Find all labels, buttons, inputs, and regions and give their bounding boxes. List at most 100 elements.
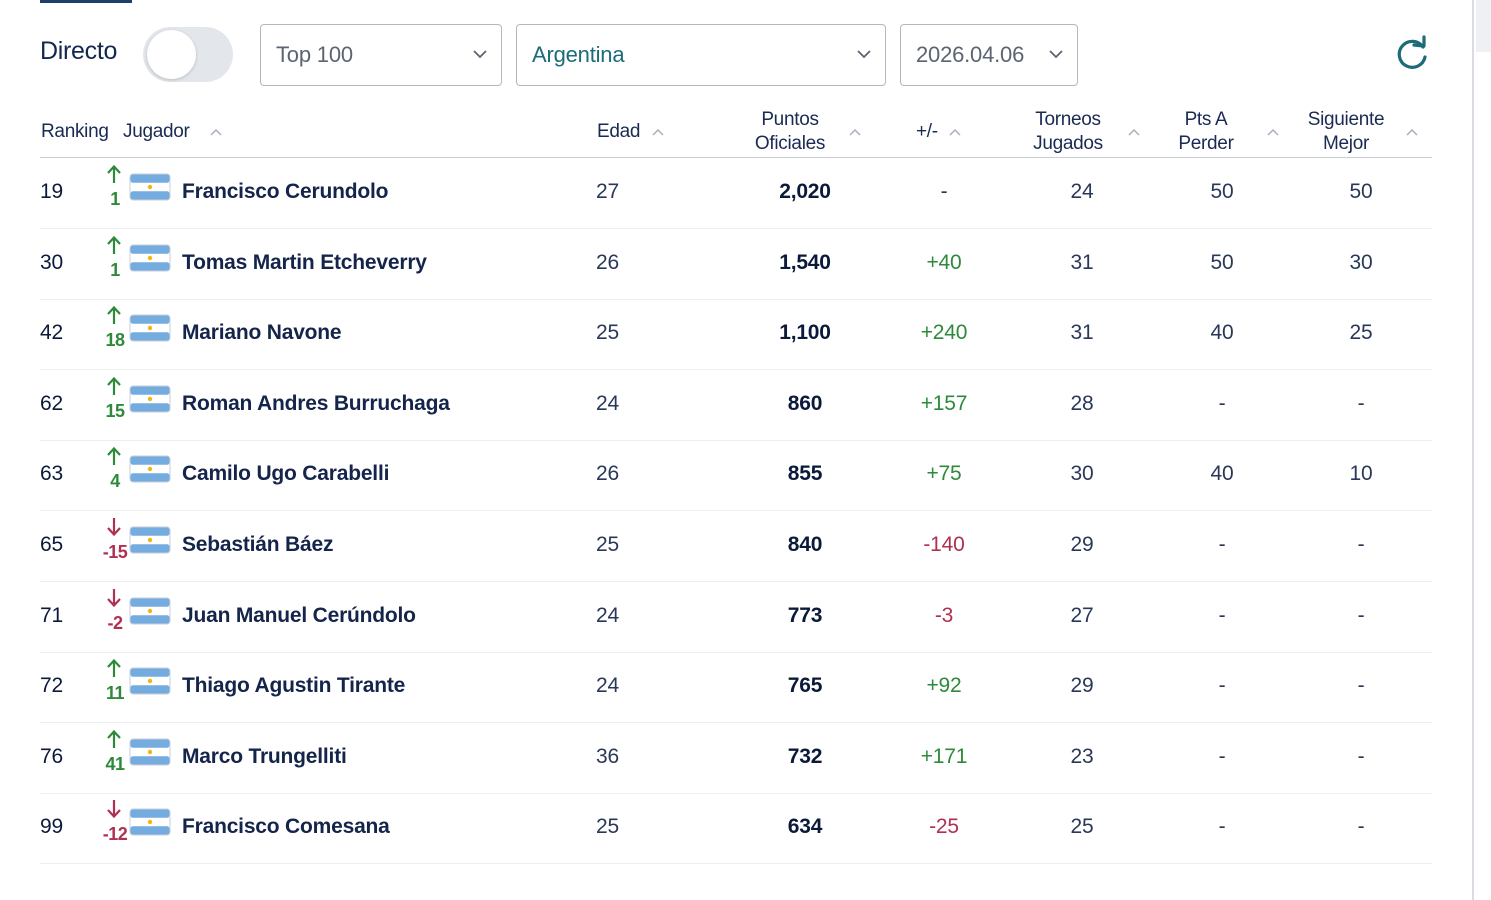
tournaments-played: 31 <box>1070 251 1094 274</box>
movement: 1 <box>98 235 132 295</box>
rank: 72 <box>40 674 63 697</box>
sort-arrow-icon[interactable] <box>210 128 222 136</box>
date-select[interactable]: 2026.04.06 <box>900 24 1078 86</box>
arrow-up-icon <box>107 446 121 465</box>
rank: 71 <box>40 604 63 627</box>
player-name[interactable]: Camilo Ugo Carabelli <box>182 462 390 485</box>
age: 36 <box>596 745 619 768</box>
refresh-icon[interactable] <box>1392 35 1432 75</box>
table-row[interactable]: 63 4 Camilo Ugo Carabelli 26 855 +75 30 … <box>40 440 1432 511</box>
age: 25 <box>596 533 619 556</box>
table-row[interactable]: 30 1 Tomas Martin Etcheverry 26 1,540 +4… <box>40 229 1432 300</box>
player-name[interactable]: Mariano Navone <box>182 321 342 344</box>
rank-change: -15 <box>102 542 128 562</box>
table-row[interactable]: 72 11 Thiago Agustin Tirante 24 765 +92 … <box>40 652 1432 723</box>
player-name[interactable]: Francisco Comesana <box>182 815 390 838</box>
player-name[interactable]: Tomas Martin Etcheverry <box>182 251 427 274</box>
next-best: 10 <box>1349 462 1373 485</box>
points-diff: - <box>940 180 948 203</box>
points-to-drop: - <box>1218 604 1226 627</box>
rank-change: 1 <box>110 260 120 280</box>
rank-change: -12 <box>102 824 128 844</box>
arrow-up-icon <box>107 305 121 324</box>
argentina-flag-icon <box>129 314 171 342</box>
table-row[interactable]: 99 -12 Francisco Comesana 25 634 -25 25 … <box>40 793 1432 864</box>
next-best: - <box>1357 533 1365 556</box>
sort-arrow-icon[interactable] <box>849 128 861 136</box>
points-to-drop: - <box>1218 533 1226 556</box>
next-best: 25 <box>1349 321 1373 344</box>
next-best: 30 <box>1349 251 1373 274</box>
header-drop[interactable]: Pts A Perder <box>1166 108 1246 156</box>
panel-divider <box>1472 0 1474 900</box>
points: 1,100 <box>779 321 831 344</box>
rank-change: 15 <box>105 401 125 421</box>
header-player[interactable]: Jugador <box>123 121 190 142</box>
next-best: - <box>1357 815 1365 838</box>
points-to-drop: - <box>1218 745 1226 768</box>
rank-change: 41 <box>105 754 125 774</box>
header-points-line2: Oficiales <box>754 133 826 154</box>
tournaments-played: 31 <box>1070 321 1094 344</box>
points-diff: +157 <box>920 392 968 415</box>
points-to-drop: 50 <box>1210 251 1234 274</box>
table-row[interactable]: 71 -2 Juan Manuel Cerúndolo 24 773 -3 27… <box>40 582 1432 653</box>
table-row[interactable]: 19 1 Francisco Cerundolo 27 2,020 - 24 5… <box>40 158 1432 229</box>
player-name[interactable]: Marco Trungelliti <box>182 745 347 768</box>
points: 2,020 <box>779 180 831 203</box>
top-select[interactable]: Top 100 <box>260 24 502 86</box>
country-select[interactable]: Argentina <box>516 24 886 86</box>
header-drop-line1: Pts A <box>1184 109 1228 130</box>
points: 1,540 <box>779 251 831 274</box>
player-name[interactable]: Juan Manuel Cerúndolo <box>182 604 416 627</box>
sort-arrow-icon[interactable] <box>652 128 664 136</box>
movement: 15 <box>98 376 132 436</box>
next-best: - <box>1357 392 1365 415</box>
header-age[interactable]: Edad <box>597 121 641 142</box>
side-panel <box>1474 0 1491 900</box>
table-row[interactable]: 65 -15 Sebastián Báez 25 840 -140 29 - - <box>40 511 1432 582</box>
points-diff: +40 <box>926 251 962 274</box>
rank-change: -2 <box>107 613 123 633</box>
header-drop-line2: Perder <box>1178 133 1234 154</box>
header-played[interactable]: Torneos Jugados <box>1018 108 1118 156</box>
table-row[interactable]: 62 15 Roman Andres Burruchaga 24 860 +15… <box>40 370 1432 441</box>
rank: 62 <box>40 392 63 415</box>
sort-arrow-icon[interactable] <box>1267 128 1279 136</box>
player-name[interactable]: Thiago Agustin Tirante <box>182 674 406 697</box>
sort-arrow-icon[interactable] <box>949 128 961 136</box>
movement: 18 <box>98 305 132 365</box>
arrow-up-icon <box>107 164 121 183</box>
movement: -12 <box>98 799 132 859</box>
tournaments-played: 28 <box>1070 392 1094 415</box>
points-diff: -3 <box>934 604 954 627</box>
tournaments-played: 29 <box>1070 533 1094 556</box>
rank: 76 <box>40 745 63 768</box>
table-row[interactable]: 76 41 Marco Trungelliti 36 732 +171 23 -… <box>40 723 1432 794</box>
chevron-down-icon <box>1049 50 1063 59</box>
table-row[interactable]: 42 18 Mariano Navone 25 1,100 +240 31 40… <box>40 299 1432 370</box>
sort-arrow-icon[interactable] <box>1406 128 1418 136</box>
live-toggle[interactable] <box>143 27 233 82</box>
sort-arrow-icon[interactable] <box>1128 128 1140 136</box>
next-best: 50 <box>1349 180 1373 203</box>
next-best: - <box>1357 745 1365 768</box>
tournaments-played: 24 <box>1070 180 1094 203</box>
live-toggle-knob <box>147 30 196 79</box>
header-next[interactable]: Siguiente Mejor <box>1296 108 1396 156</box>
movement: 41 <box>98 729 132 789</box>
player-name[interactable]: Francisco Cerundolo <box>182 180 389 203</box>
points-diff: +171 <box>920 745 968 768</box>
movement: -15 <box>98 517 132 577</box>
age: 24 <box>596 604 619 627</box>
header-points[interactable]: Puntos Oficiales <box>740 108 840 156</box>
rank: 99 <box>40 815 63 838</box>
player-name[interactable]: Sebastián Báez <box>182 533 334 556</box>
header-diff[interactable]: +/- <box>916 121 938 142</box>
arrow-down-icon <box>107 800 121 819</box>
header-ranking[interactable]: Ranking <box>41 121 109 142</box>
rank: 65 <box>40 533 63 556</box>
player-name[interactable]: Roman Andres Burruchaga <box>182 392 450 415</box>
side-panel-tab[interactable] <box>1476 0 1491 52</box>
points-to-drop: - <box>1218 392 1226 415</box>
